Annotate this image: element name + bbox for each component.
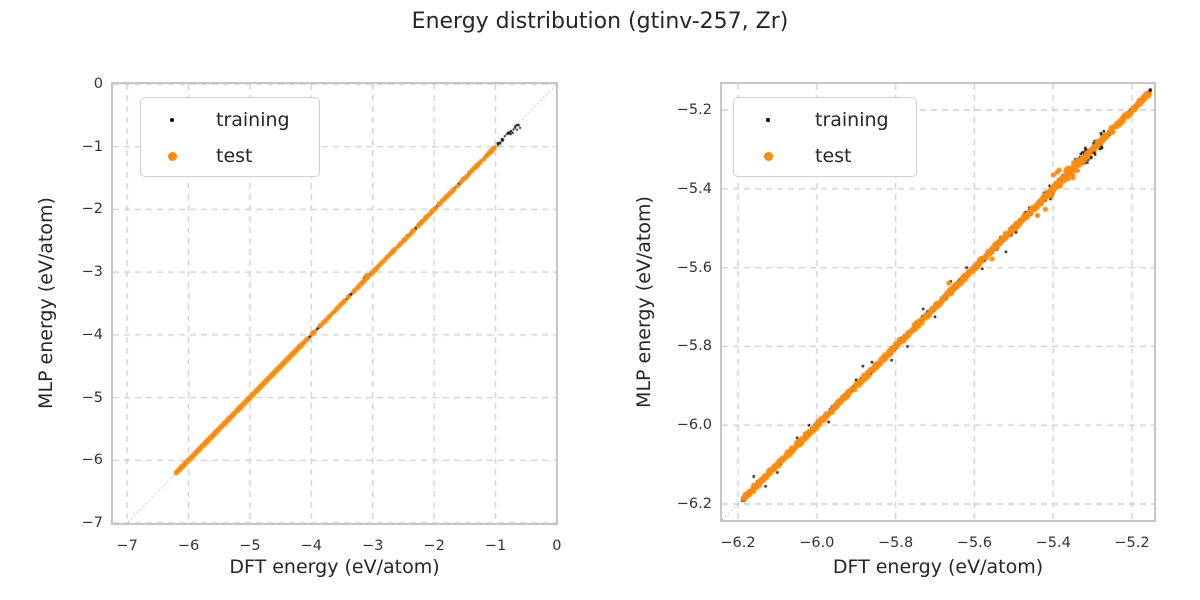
y-tick-label: −6 xyxy=(81,452,103,469)
legend-label-test: test xyxy=(216,145,253,167)
y-tick-label: −5 xyxy=(81,389,103,406)
legend-marker-box xyxy=(141,151,203,161)
y-tick-label: −5.2 xyxy=(676,102,712,118)
y-tick-label: −2 xyxy=(81,201,103,218)
training-marker-icon xyxy=(766,118,770,122)
x-tick-label: −1 xyxy=(484,538,507,554)
x-axis-label-right: DFT energy (eV/atom) xyxy=(832,556,1044,578)
legend-marker-box xyxy=(734,151,802,161)
x-tick-label: −6.0 xyxy=(799,535,835,551)
legend-item-test: test xyxy=(141,138,319,174)
x-tick-label: −6.2 xyxy=(720,535,756,551)
x-tick-label: 0 xyxy=(552,538,562,554)
y-tick-label: −5.8 xyxy=(676,338,712,355)
x-tick-label: −3 xyxy=(362,538,384,554)
x-tick-label: −2 xyxy=(423,538,445,554)
y-tick-label: 0 xyxy=(93,76,103,92)
x-tick-label: −6 xyxy=(177,538,200,554)
y-tick-label: −3 xyxy=(81,264,103,281)
legend-item-test: test xyxy=(734,138,916,174)
y-tick-label: −1 xyxy=(81,138,103,155)
y-tick-label: −6.2 xyxy=(676,496,712,512)
y-tick-label: −5.6 xyxy=(676,259,712,276)
legend-label-training: training xyxy=(216,109,290,131)
legend-marker-box xyxy=(141,118,203,122)
legend-marker-box xyxy=(734,118,802,122)
x-tick-label: −7 xyxy=(116,538,138,554)
x-tick-label: −5.2 xyxy=(1114,535,1150,551)
legend-item-training: training xyxy=(734,102,916,138)
y-tick-label: −6.0 xyxy=(676,417,712,434)
x-tick-label: −4 xyxy=(300,538,322,554)
legend-right: training test xyxy=(733,97,917,177)
y-tick-label: −4 xyxy=(81,326,103,343)
x-tick-label: −5.6 xyxy=(956,535,993,551)
y-tick-label: −5.4 xyxy=(676,180,712,197)
y-tick-label: −7 xyxy=(81,515,103,531)
legend-label-training: training xyxy=(815,109,889,131)
training-marker-icon xyxy=(170,118,174,122)
figure-title: Energy distribution (gtinv-257, Zr) xyxy=(411,9,789,34)
x-axis-label-left: DFT energy (eV/atom) xyxy=(229,556,440,578)
test-marker-icon xyxy=(167,151,177,161)
x-tick-label: −5.8 xyxy=(877,535,914,551)
test-marker-icon xyxy=(763,151,773,161)
legend-item-training: training xyxy=(141,102,319,138)
legend-left: training test xyxy=(140,97,320,177)
x-tick-label: −5 xyxy=(239,538,261,554)
y-axis-label-right: MLP energy (eV/atom) xyxy=(633,196,655,408)
legend-label-test: test xyxy=(815,145,852,167)
x-tick-label: −5.4 xyxy=(1035,535,1071,551)
